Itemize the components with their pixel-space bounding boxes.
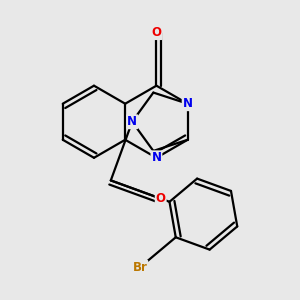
Text: Br: Br <box>132 261 147 274</box>
Text: N: N <box>127 115 137 128</box>
Text: N: N <box>152 151 161 164</box>
Text: O: O <box>156 192 166 205</box>
Text: N: N <box>183 97 193 110</box>
Text: O: O <box>152 26 161 39</box>
